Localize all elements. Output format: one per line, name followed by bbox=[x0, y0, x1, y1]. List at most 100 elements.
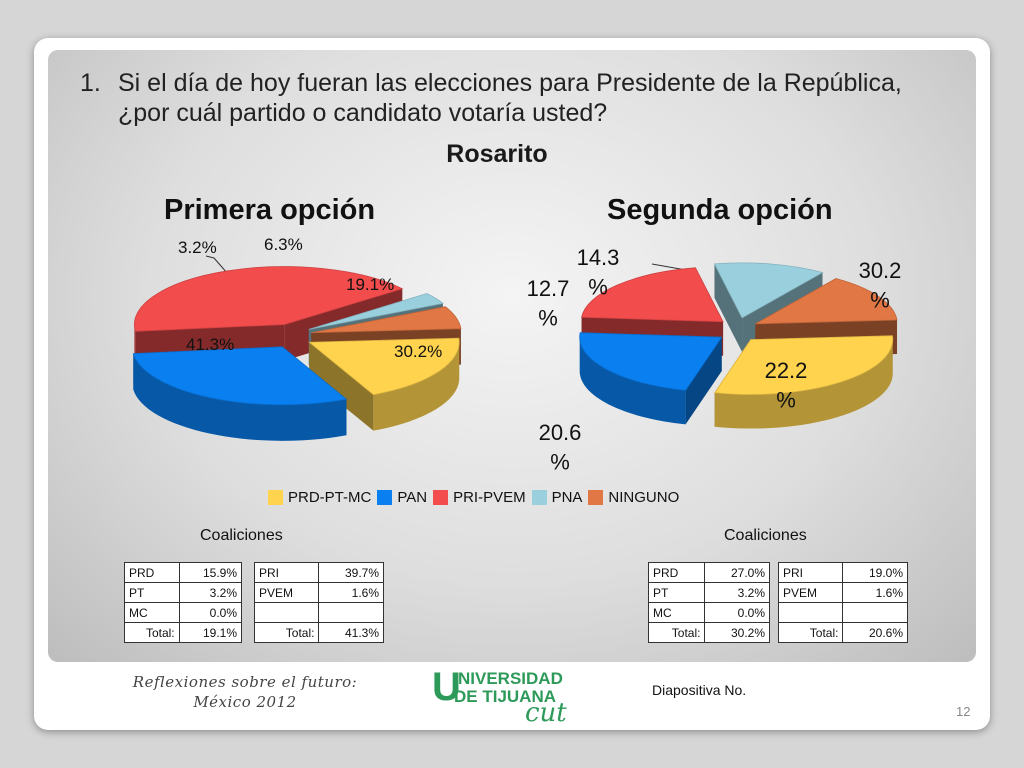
chart-title-segunda: Segunda opción bbox=[607, 194, 833, 226]
table-row: PT 3.2% bbox=[647, 582, 770, 603]
pie-slice-side bbox=[579, 337, 686, 425]
location-title: Rosarito bbox=[446, 140, 548, 168]
coalition-table-left-pri: PRI 39.7% PVEM 1.6% Total: 41.3% bbox=[253, 562, 384, 643]
table-cell-label bbox=[253, 602, 320, 623]
table-cell-value: 39.7% bbox=[318, 562, 384, 583]
logo-script: cut bbox=[525, 698, 567, 724]
table-cell-label: PRD bbox=[647, 562, 706, 583]
table-row: Total: 41.3% bbox=[253, 622, 384, 643]
table-row bbox=[777, 602, 908, 623]
table-cell-value: 41.3% bbox=[318, 622, 384, 643]
logo-letter-u: U bbox=[432, 665, 461, 709]
footer-tagline: Reflexiones sobre el futuro: México 2012 bbox=[100, 672, 390, 712]
pie-data-label: 14.3% bbox=[577, 245, 620, 300]
pie-data-label: 30.2% bbox=[859, 258, 902, 313]
legend-swatch bbox=[588, 489, 604, 505]
table-cell-value: 19.0% bbox=[842, 562, 908, 583]
table-row: MC 0.0% bbox=[647, 602, 770, 623]
pie-slice-side bbox=[133, 353, 347, 441]
table-row: PRI 19.0% bbox=[777, 562, 908, 583]
table-cell-label: Total: bbox=[647, 622, 706, 643]
chart-title-primera: Primera opción bbox=[164, 194, 376, 226]
legend-item: PNA bbox=[531, 488, 583, 506]
legend-label: PAN bbox=[397, 488, 428, 506]
table-cell-label: PVEM bbox=[253, 582, 320, 603]
table-cell-label: Total: bbox=[777, 622, 844, 643]
legend: PRD-PT-MC PAN PRI-PVEM PNA NINGUNO bbox=[268, 486, 685, 508]
pie-chart bbox=[132, 266, 462, 441]
table-cell-label: Total: bbox=[124, 622, 180, 643]
leader-line bbox=[205, 255, 229, 275]
table-cell-label: PRI bbox=[253, 562, 320, 583]
table-cell-value: 0.0% bbox=[178, 602, 243, 623]
legend-label: PRI-PVEM bbox=[453, 488, 526, 506]
table-cell-value: 3.2% bbox=[178, 582, 243, 603]
pie-slice-pan bbox=[579, 332, 723, 391]
pie-slice-ninguno bbox=[311, 306, 462, 334]
table-row: PT 3.2% bbox=[124, 582, 243, 603]
table-row: PRD 27.0% bbox=[647, 562, 770, 583]
coalition-table-left-prd: PRD 15.9% PT 3.2% MC 0.0% Total: 19.1% bbox=[124, 562, 243, 643]
legend-label: NINGUNO bbox=[608, 488, 680, 506]
legend-label: PRD-PT-MC bbox=[288, 488, 372, 506]
question: 1. Si el día de hoy fueran las eleccione… bbox=[80, 68, 940, 128]
pie-slice-side bbox=[373, 342, 460, 431]
table-cell-label: PT bbox=[647, 582, 706, 603]
table-cell-value bbox=[842, 602, 908, 623]
pie-data-label: 20.6% bbox=[539, 420, 582, 475]
table-row: PVEM 1.6% bbox=[777, 582, 908, 603]
pie-charts: 19.1% 30.2% 41.3% 3.2% 6.3% 30.2 % 22.2 % 20.6 % 12… bbox=[132, 235, 902, 475]
legend-swatch bbox=[377, 489, 393, 505]
legend-swatch bbox=[531, 489, 547, 505]
table-cell-label: PVEM bbox=[777, 582, 844, 603]
slide-label: Diapositiva No. bbox=[652, 682, 747, 698]
table-cell-value: 30.2% bbox=[704, 622, 770, 643]
university-logo: U NIVERSIDAD DE TIJUANA cut bbox=[430, 664, 585, 724]
pie-data-label: 30.2% bbox=[394, 342, 442, 361]
footer-tagline-line2: México 2012 bbox=[193, 693, 297, 711]
legend-swatch bbox=[433, 489, 449, 505]
slide-number: 12 bbox=[956, 704, 971, 719]
table-cell-label: PT bbox=[124, 582, 180, 603]
legend-item: NINGUNO bbox=[588, 489, 679, 506]
pie-chart bbox=[579, 262, 898, 429]
table-row: Total: 20.6% bbox=[777, 622, 908, 643]
logo-line1: NIVERSIDAD bbox=[458, 669, 563, 688]
pie-slice-pri-pvem bbox=[133, 266, 404, 332]
question-text: Si el día de hoy fueran las elecciones p… bbox=[118, 69, 902, 127]
table-row: MC 0.0% bbox=[124, 602, 243, 623]
table-cell-value: 1.6% bbox=[842, 582, 908, 603]
coalition-table-right-pri: PRI 19.0% PVEM 1.6% Total: 20.6% bbox=[777, 562, 908, 643]
pie-slice-pan bbox=[132, 346, 348, 406]
legend-item: PRD-PT-MC bbox=[268, 489, 371, 506]
table-cell-value bbox=[318, 602, 384, 623]
table-cell-label: PRI bbox=[777, 562, 844, 583]
table-cell-value: 1.6% bbox=[318, 582, 384, 603]
table-row: PRD 15.9% bbox=[124, 562, 243, 583]
footer-tagline-line1: Reflexiones sobre el futuro: bbox=[132, 673, 358, 691]
pie-slice-pna bbox=[713, 262, 824, 319]
legend-item: PRI-PVEM bbox=[433, 489, 526, 506]
table-row bbox=[253, 602, 384, 623]
table-cell-label: MC bbox=[124, 602, 180, 623]
pie-slice-pna bbox=[308, 293, 444, 330]
table-cell-value: 19.1% bbox=[178, 622, 243, 643]
pie-data-label: 12.7% bbox=[527, 276, 570, 331]
legend-item: PAN bbox=[377, 489, 427, 506]
table-cell-value: 0.0% bbox=[704, 602, 770, 623]
pie-slice-wall bbox=[309, 342, 374, 431]
table-cell-label: MC bbox=[647, 602, 706, 623]
pie-slice-pri-pvem bbox=[581, 267, 724, 323]
question-number: 1. bbox=[80, 69, 101, 97]
pie-slice-wall bbox=[714, 263, 743, 352]
coalition-table-right-prd: PRD 27.0% PT 3.2% MC 0.0% Total: 30.2% bbox=[647, 562, 770, 643]
pie-slice-side bbox=[714, 339, 893, 429]
pie-slice-prd-pt-mc bbox=[713, 335, 894, 395]
pie-data-label: 3.2% bbox=[178, 238, 217, 257]
pie-data-label: 19.1% bbox=[346, 275, 394, 294]
table-cell-label: PRD bbox=[124, 562, 180, 583]
legend-label: PNA bbox=[551, 488, 583, 506]
table-row: Total: 30.2% bbox=[647, 622, 770, 643]
pie-data-label: 6.3% bbox=[264, 235, 303, 254]
coalitions-heading-right: Coaliciones bbox=[724, 527, 807, 544]
